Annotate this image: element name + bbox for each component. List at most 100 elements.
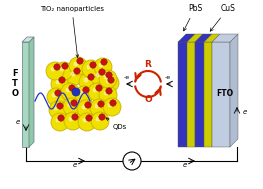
Circle shape — [53, 105, 58, 111]
Circle shape — [63, 98, 81, 116]
Circle shape — [79, 73, 97, 91]
Circle shape — [77, 100, 95, 118]
Circle shape — [72, 88, 80, 96]
Circle shape — [104, 74, 109, 80]
Circle shape — [83, 77, 89, 83]
Circle shape — [54, 64, 60, 70]
Circle shape — [50, 67, 55, 71]
Circle shape — [66, 67, 84, 85]
Circle shape — [71, 100, 77, 106]
Circle shape — [99, 114, 105, 120]
Circle shape — [51, 113, 69, 131]
Circle shape — [123, 152, 141, 170]
Polygon shape — [187, 42, 195, 147]
Circle shape — [105, 78, 110, 84]
Circle shape — [87, 64, 92, 70]
Circle shape — [52, 92, 57, 98]
Circle shape — [91, 112, 109, 130]
Circle shape — [47, 88, 65, 106]
Polygon shape — [178, 42, 187, 147]
Circle shape — [101, 74, 119, 92]
Polygon shape — [204, 42, 212, 147]
Circle shape — [73, 61, 78, 67]
Circle shape — [95, 73, 100, 77]
Polygon shape — [195, 34, 212, 42]
Text: O: O — [144, 95, 152, 104]
Circle shape — [75, 86, 93, 104]
Polygon shape — [187, 34, 203, 42]
Text: e: e — [16, 119, 20, 125]
Polygon shape — [230, 34, 238, 147]
Circle shape — [88, 83, 106, 101]
Circle shape — [85, 102, 91, 108]
Text: e: e — [73, 162, 77, 168]
Circle shape — [93, 88, 98, 92]
Circle shape — [59, 77, 65, 83]
Circle shape — [91, 68, 109, 86]
Polygon shape — [204, 34, 220, 42]
Circle shape — [64, 112, 82, 130]
Circle shape — [68, 116, 73, 122]
Circle shape — [59, 67, 64, 71]
Polygon shape — [22, 42, 29, 147]
Circle shape — [95, 116, 100, 122]
Circle shape — [55, 118, 60, 122]
Circle shape — [68, 102, 73, 108]
Circle shape — [99, 70, 117, 88]
Text: e: e — [243, 109, 247, 115]
Circle shape — [79, 91, 84, 95]
Circle shape — [55, 80, 60, 84]
Circle shape — [106, 88, 112, 94]
Text: QDs: QDs — [106, 118, 127, 130]
Circle shape — [99, 63, 104, 67]
Text: T: T — [12, 79, 18, 88]
Circle shape — [62, 63, 68, 69]
Polygon shape — [212, 34, 238, 42]
Polygon shape — [178, 34, 195, 42]
Circle shape — [82, 105, 87, 109]
Circle shape — [57, 103, 63, 109]
Circle shape — [78, 113, 96, 131]
Polygon shape — [29, 37, 34, 147]
Polygon shape — [212, 42, 230, 147]
Circle shape — [103, 98, 121, 116]
Text: TiO₂ nanoparticles: TiO₂ nanoparticles — [40, 6, 104, 57]
Circle shape — [58, 115, 64, 121]
Circle shape — [61, 83, 79, 101]
Circle shape — [96, 85, 102, 91]
Circle shape — [70, 71, 75, 77]
Polygon shape — [195, 42, 204, 147]
Text: -e: -e — [165, 75, 171, 80]
Circle shape — [69, 85, 75, 91]
Text: -e: -e — [124, 75, 130, 80]
Circle shape — [108, 102, 113, 108]
Circle shape — [94, 104, 99, 108]
Circle shape — [101, 59, 107, 65]
Circle shape — [86, 115, 92, 121]
Circle shape — [99, 86, 117, 104]
Circle shape — [72, 114, 78, 120]
Circle shape — [46, 62, 64, 80]
Circle shape — [51, 75, 69, 93]
Polygon shape — [22, 37, 34, 42]
Circle shape — [108, 77, 114, 83]
Circle shape — [90, 62, 96, 68]
Text: O: O — [12, 89, 18, 98]
Circle shape — [83, 118, 88, 122]
Text: e: e — [183, 162, 187, 168]
Circle shape — [69, 57, 87, 75]
Circle shape — [82, 60, 100, 78]
Circle shape — [83, 87, 89, 93]
Text: PbS: PbS — [184, 4, 202, 31]
Circle shape — [55, 90, 61, 96]
Text: F: F — [12, 69, 18, 78]
Text: FTO: FTO — [216, 90, 234, 98]
Text: R: R — [145, 60, 151, 69]
Circle shape — [110, 100, 116, 106]
Circle shape — [65, 88, 70, 92]
Circle shape — [94, 58, 112, 76]
Text: CuS: CuS — [210, 4, 235, 31]
Circle shape — [98, 101, 104, 107]
Circle shape — [74, 68, 80, 74]
Circle shape — [104, 91, 109, 95]
